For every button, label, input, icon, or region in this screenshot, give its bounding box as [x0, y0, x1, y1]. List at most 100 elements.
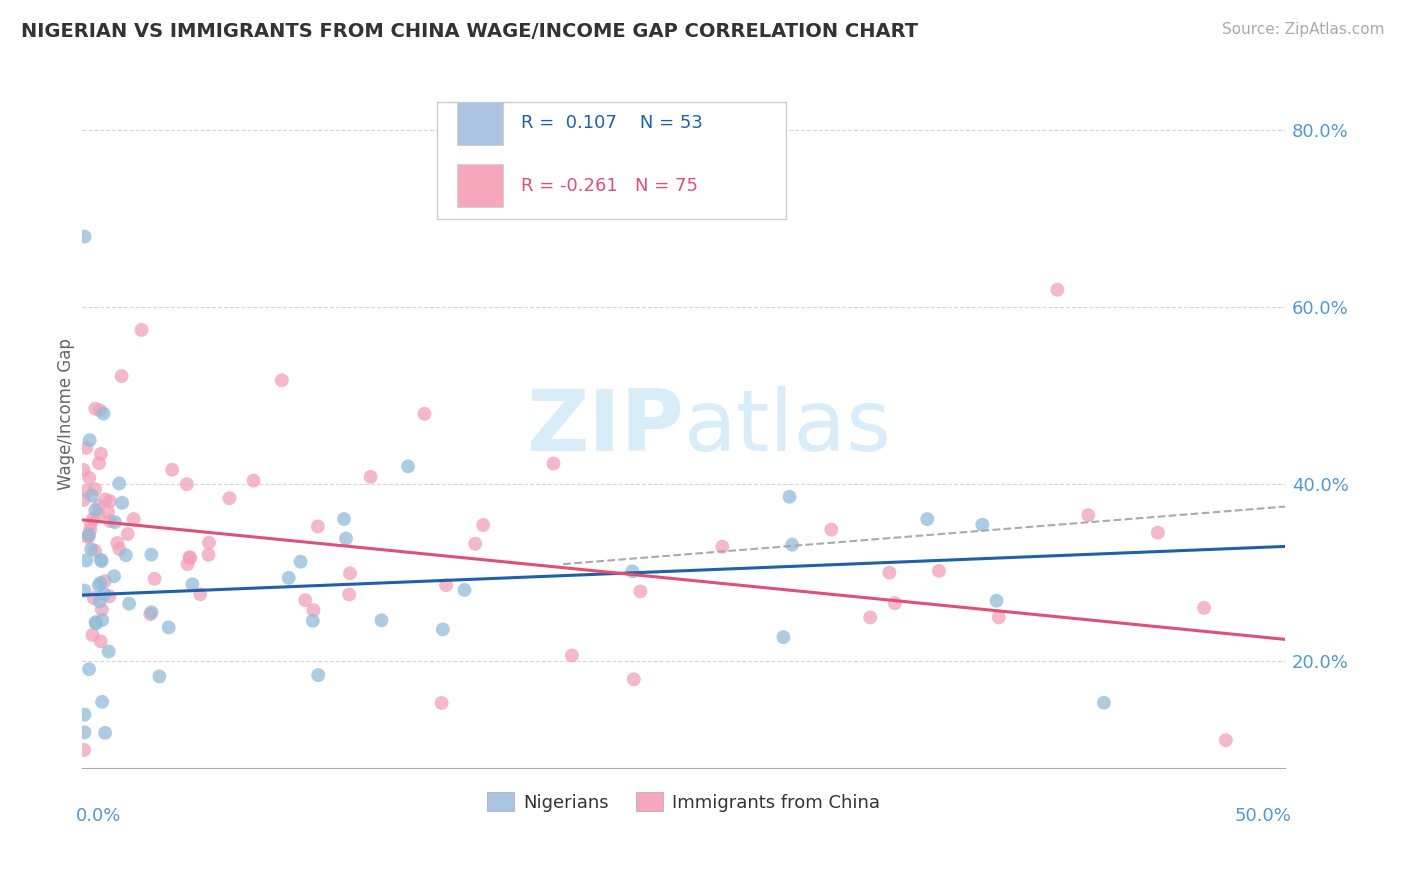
- Point: [198, 535, 221, 549]
- Point: [87, 456, 110, 470]
- Point: [1077, 508, 1099, 522]
- Point: [79, 523, 101, 537]
- Point: [80, 542, 103, 557]
- FancyBboxPatch shape: [457, 164, 503, 207]
- Point: [987, 610, 1010, 624]
- Point: [879, 566, 901, 580]
- Text: ZIP: ZIP: [526, 386, 683, 469]
- Point: [84, 401, 107, 416]
- Point: [277, 571, 299, 585]
- Point: [89, 403, 111, 417]
- Point: [197, 548, 219, 562]
- Point: [396, 459, 419, 474]
- Point: [90, 602, 112, 616]
- Point: [76, 530, 98, 544]
- Point: [1215, 733, 1237, 747]
- Point: [73, 583, 96, 598]
- Point: [179, 550, 201, 565]
- FancyBboxPatch shape: [437, 102, 786, 219]
- Point: [1147, 525, 1170, 540]
- Point: [89, 594, 111, 608]
- Point: [302, 603, 325, 617]
- Point: [176, 477, 198, 491]
- Text: 0.0%: 0.0%: [76, 806, 121, 824]
- Point: [430, 696, 453, 710]
- Point: [148, 669, 170, 683]
- Point: [1046, 283, 1069, 297]
- Point: [337, 587, 360, 601]
- Point: [114, 548, 136, 562]
- Point: [301, 614, 323, 628]
- Point: [188, 587, 211, 601]
- Point: [307, 519, 329, 533]
- Point: [89, 576, 111, 591]
- Point: [108, 476, 131, 491]
- Point: [141, 548, 163, 562]
- Point: [97, 644, 120, 658]
- Point: [72, 463, 94, 477]
- Point: [270, 373, 292, 387]
- Text: R =  0.107    N = 53: R = 0.107 N = 53: [522, 114, 703, 132]
- Point: [1192, 601, 1215, 615]
- Point: [73, 743, 96, 757]
- Point: [97, 505, 120, 519]
- Point: [93, 407, 115, 421]
- Point: [82, 512, 104, 526]
- Point: [859, 610, 882, 624]
- Point: [623, 673, 645, 687]
- Point: [117, 527, 139, 541]
- Point: [108, 542, 131, 557]
- Point: [122, 512, 145, 526]
- Point: [360, 470, 382, 484]
- Point: [157, 620, 180, 634]
- Point: [111, 369, 134, 384]
- Point: [84, 543, 107, 558]
- Point: [77, 471, 100, 485]
- Point: [218, 491, 240, 506]
- Point: [242, 474, 264, 488]
- Point: [335, 532, 357, 546]
- Point: [77, 662, 100, 676]
- Point: [772, 630, 794, 644]
- Point: [181, 577, 204, 591]
- FancyBboxPatch shape: [457, 102, 503, 145]
- Point: [915, 512, 938, 526]
- Point: [73, 725, 96, 739]
- Point: [928, 564, 950, 578]
- Y-axis label: Wage/Income Gap: Wage/Income Gap: [58, 338, 75, 490]
- Point: [434, 578, 457, 592]
- Point: [883, 596, 905, 610]
- Point: [87, 499, 110, 513]
- Point: [84, 503, 107, 517]
- Point: [90, 447, 112, 461]
- Point: [94, 492, 117, 507]
- Point: [370, 613, 392, 627]
- Point: [84, 482, 107, 496]
- Point: [464, 537, 486, 551]
- Point: [780, 538, 803, 552]
- Point: [307, 668, 329, 682]
- Point: [176, 558, 198, 572]
- Point: [1092, 696, 1115, 710]
- Point: [75, 441, 97, 455]
- Point: [333, 512, 356, 526]
- Point: [79, 516, 101, 531]
- Point: [90, 554, 112, 568]
- Point: [90, 552, 112, 566]
- Point: [432, 623, 454, 637]
- Point: [90, 634, 112, 648]
- Text: NIGERIAN VS IMMIGRANTS FROM CHINA WAGE/INCOME GAP CORRELATION CHART: NIGERIAN VS IMMIGRANTS FROM CHINA WAGE/I…: [21, 22, 918, 41]
- Point: [561, 648, 583, 663]
- Point: [83, 591, 105, 605]
- Point: [453, 582, 475, 597]
- Point: [73, 492, 96, 507]
- Legend: Nigerians, Immigrants from China: Nigerians, Immigrants from China: [479, 785, 887, 819]
- Point: [105, 536, 128, 550]
- Point: [160, 463, 183, 477]
- Point: [111, 496, 134, 510]
- Point: [98, 514, 121, 528]
- Point: [93, 574, 115, 589]
- Point: [543, 457, 565, 471]
- Point: [290, 555, 312, 569]
- Point: [104, 515, 127, 529]
